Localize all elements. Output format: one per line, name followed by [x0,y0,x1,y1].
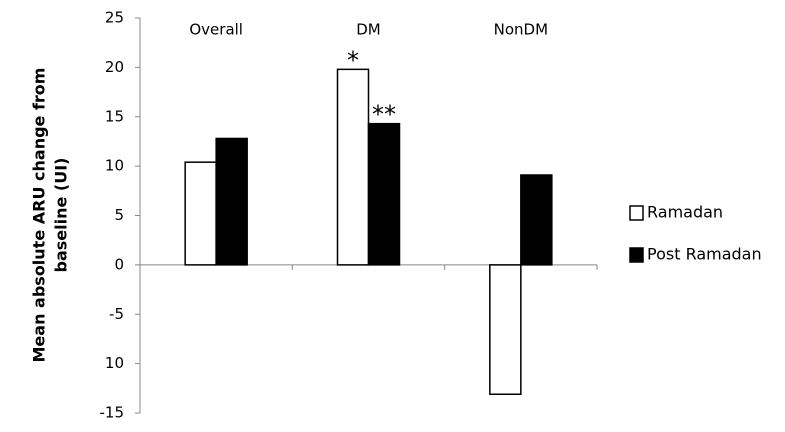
y-tick-label: 20 [105,58,124,76]
y-tick-label: 5 [114,206,124,224]
y-axis-title-line: baseline (UI) [52,158,71,273]
y-tick-label: -5 [109,305,124,323]
y-tick-label: 0 [114,255,124,273]
y-tick-label: 10 [105,354,124,372]
legend-swatch [629,205,644,221]
y-axis-title-line: Mean absolute ARU change from [30,68,49,363]
y-axis-title: Mean absolute ARU change from baseline (… [30,68,71,363]
annotation: * [347,46,359,74]
category-label: NonDM [494,21,548,39]
bar [215,137,248,266]
y-tick-label: 15 [105,107,124,125]
y-tick-label: 10 [105,157,124,175]
category-label: Overall [189,21,243,39]
y-tick-label: -15 [100,404,125,422]
bar [367,122,401,266]
bar [336,68,370,266]
legend-swatch [629,247,644,263]
annotation: ** [372,101,396,129]
legend-label: Ramadan [647,203,723,222]
bar [489,264,522,395]
legend-label: Post Ramadan [647,245,762,264]
category-label: DM [356,21,381,39]
bar [520,174,553,266]
bar [184,161,217,266]
y-tick-label: 25 [105,9,124,27]
